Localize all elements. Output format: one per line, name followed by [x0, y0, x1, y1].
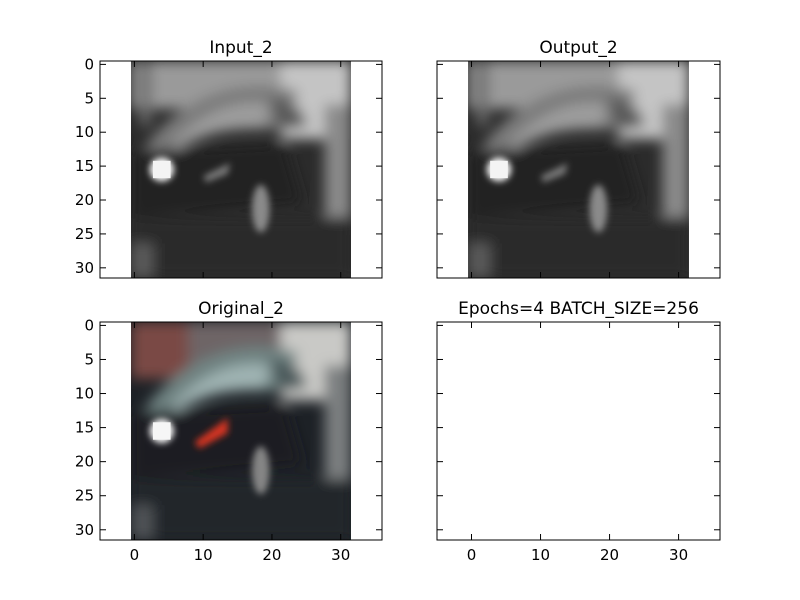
y-tick-label: 10 — [75, 123, 94, 141]
y-tick-label: 25 — [75, 487, 94, 505]
image-2 — [468, 61, 689, 278]
y-tick-label: 0 — [84, 55, 94, 73]
subplot-title: Epochs=4 BATCH_SIZE=256 — [458, 299, 699, 319]
x-tick-label: 10 — [194, 546, 213, 564]
y-tick-label: 20 — [75, 191, 94, 209]
image-1 — [131, 61, 351, 278]
axes-frame — [436, 60, 721, 279]
x-tick-label: 20 — [262, 546, 281, 564]
image-3 — [131, 322, 351, 540]
y-tick-label: 10 — [75, 385, 94, 403]
x-tick-label: 30 — [669, 546, 688, 564]
subplot-3: 0 5 10 15 20 25 30 0 10 20 30 Original_2 — [75, 299, 383, 564]
x-tick-label: 10 — [531, 546, 550, 564]
x-tick-label: 0 — [467, 546, 477, 564]
axes-frame — [436, 321, 721, 541]
y-tick-label: 30 — [75, 259, 94, 277]
y-tick-label: 15 — [75, 419, 94, 437]
subplot-title: Original_2 — [198, 299, 284, 319]
y-tick-label: 15 — [75, 157, 94, 175]
y-tick-label: 5 — [84, 89, 94, 107]
axes-frame — [99, 321, 383, 541]
subplot-1: 0 5 10 15 20 25 30 Input_2 — [75, 38, 383, 279]
x-tick-label: 0 — [130, 546, 140, 564]
y-tick-label: 30 — [75, 521, 94, 539]
y-tick-label: 5 — [84, 350, 94, 368]
subplot-2: Output_2 — [436, 38, 721, 279]
axes-frame — [99, 60, 383, 279]
y-tick-label: 20 — [75, 453, 94, 471]
y-tick-label: 25 — [75, 225, 94, 243]
x-tick-label: 20 — [600, 546, 619, 564]
subplot-title: Input_2 — [209, 38, 272, 58]
y-tick-label: 0 — [84, 316, 94, 334]
subplot-4: 0 10 20 30 Epochs=4 BATCH_SIZE=256 — [436, 299, 721, 564]
subplot-title: Output_2 — [539, 38, 617, 58]
x-tick-label: 30 — [331, 546, 350, 564]
